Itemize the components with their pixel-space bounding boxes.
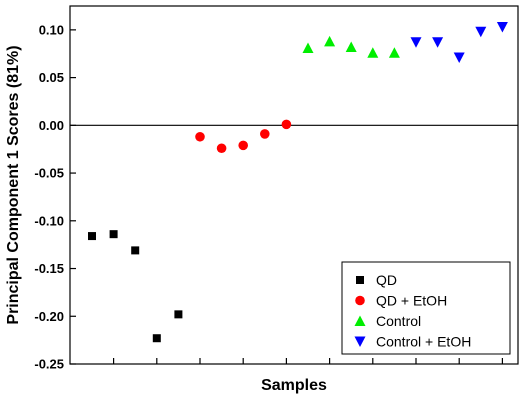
data-point — [216, 143, 227, 154]
legend-box — [341, 261, 511, 355]
legend-label: QD + EtOH — [376, 293, 447, 309]
legend-marker — [354, 336, 366, 347]
y-tick-label: -0.25 — [34, 357, 64, 372]
y-tick-label: -0.05 — [34, 166, 64, 181]
data-point — [453, 52, 465, 64]
y-axis-ticks: -0.25 -0.20 -0.15 -0.10 -0.05 0.00 0.05 0.10 — [34, 22, 76, 372]
y-tick-label: -0.15 — [34, 261, 64, 276]
legend-marker — [356, 276, 364, 284]
y-tick-label: 0.05 — [39, 70, 64, 85]
data-point — [131, 246, 140, 255]
data-point — [432, 37, 444, 48]
y-tick-label: -0.20 — [34, 309, 64, 324]
data-point — [388, 47, 400, 58]
legend-marker — [354, 315, 366, 326]
y-tick-label: -0.10 — [34, 213, 64, 228]
legend-label: Control — [376, 313, 421, 329]
data-point — [88, 232, 96, 241]
y-axis-title: Principal Component 1 Scores (81%) — [5, 45, 22, 324]
data-point — [195, 131, 205, 142]
data-point — [475, 26, 487, 38]
y-tick-label: 0.10 — [39, 22, 64, 37]
x-axis-ticks — [112, 358, 503, 364]
data-point — [152, 334, 161, 343]
legend-marker — [355, 295, 365, 306]
data-point — [345, 41, 357, 53]
data-point — [302, 42, 314, 54]
data-points — [88, 22, 508, 343]
data-point — [260, 129, 270, 139]
plot-frame — [69, 5, 519, 365]
legend: QD QD + EtOH Control Control + EtOH — [341, 261, 511, 355]
data-point — [109, 230, 118, 239]
data-point — [174, 310, 183, 319]
data-point — [238, 140, 248, 151]
data-point — [496, 22, 508, 33]
legend-label: Control + EtOH — [376, 334, 471, 350]
x-axis-title: Samples — [261, 377, 327, 394]
legend-label: QD — [376, 272, 397, 288]
data-point — [367, 47, 379, 58]
data-point — [410, 37, 422, 48]
data-point — [281, 119, 292, 130]
data-point — [324, 35, 336, 47]
y-tick-label: 0.00 — [39, 118, 64, 133]
